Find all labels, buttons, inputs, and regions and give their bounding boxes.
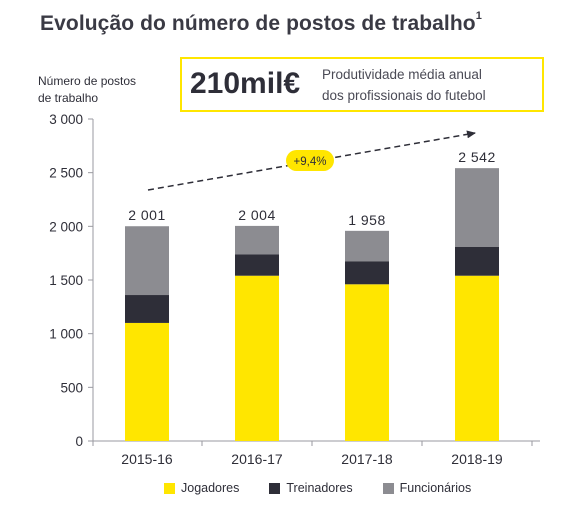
bar-segment-funcionarios bbox=[235, 225, 279, 255]
legend-item: Funcionários bbox=[382, 481, 472, 495]
chart-legend: Jogadores Treinadores Funcionários bbox=[164, 479, 501, 497]
bar-segment-jogadores bbox=[455, 275, 499, 441]
bar-segment-jogadores bbox=[125, 322, 169, 441]
legend-swatch bbox=[269, 482, 281, 494]
title-footnote: 1 bbox=[475, 10, 482, 22]
y-tick-label: 1 000 bbox=[49, 327, 83, 342]
y-axis-label-line2: de trabalho bbox=[38, 91, 99, 105]
trend-badge bbox=[286, 150, 334, 171]
productivity-kpi-box: 210mil€ Produtividade média anual dos pr… bbox=[180, 57, 544, 112]
legend-swatch bbox=[164, 482, 175, 494]
trend-annotation: +9,4% bbox=[294, 156, 327, 168]
x-tick-label: 2015-16 bbox=[121, 451, 173, 467]
y-tick-label: 1 500 bbox=[49, 273, 83, 288]
productivity-description: Produtividade média anual dos profission… bbox=[322, 64, 486, 106]
productivity-value: 210mil€ bbox=[190, 67, 301, 100]
y-axis-label: Número de postos de trabalho bbox=[38, 73, 136, 107]
legend-item: Treinadores bbox=[269, 481, 353, 495]
bar-total-label: 2 542 bbox=[458, 149, 496, 165]
bar-segment-funcionarios bbox=[125, 226, 169, 296]
bar-segment-treinadores bbox=[345, 261, 389, 285]
bar-total-label: 2 004 bbox=[238, 207, 276, 223]
bar-segment-jogadores bbox=[345, 284, 389, 441]
y-tick-label: 3 000 bbox=[49, 112, 83, 127]
y-tick-label: 2 500 bbox=[49, 166, 83, 181]
y-axis-label-line1: Número de postos bbox=[38, 74, 137, 88]
y-tick-label: 0 bbox=[75, 434, 83, 449]
legend-item: Jogadores bbox=[164, 481, 239, 495]
x-tick-label: 2017-18 bbox=[341, 451, 393, 467]
bar-total-label: 1 958 bbox=[348, 212, 386, 228]
bar-segment-funcionarios bbox=[455, 168, 499, 247]
legend-label: Funcionários bbox=[399, 481, 472, 495]
x-tick-label: 2016-17 bbox=[231, 451, 283, 467]
legend-label: Jogadores bbox=[181, 481, 240, 495]
bar-segment-jogadores bbox=[235, 275, 279, 441]
x-tick-label: 2018-19 bbox=[451, 451, 503, 467]
productivity-description-line2: dos profissionais do futebol bbox=[322, 88, 486, 103]
bar-segment-treinadores bbox=[125, 295, 169, 323]
legend-swatch bbox=[382, 482, 394, 494]
y-tick-label: 2 000 bbox=[49, 219, 83, 234]
bar-segment-treinadores bbox=[235, 254, 279, 276]
bar-segment-funcionarios bbox=[345, 230, 389, 262]
y-tick-label: 500 bbox=[60, 380, 83, 395]
chart-title: Evolução do número de postos de trabalho… bbox=[40, 10, 482, 35]
bar-total-label: 2 001 bbox=[128, 207, 166, 223]
legend-label: Treinadores bbox=[286, 481, 353, 495]
productivity-description-line1: Produtividade média anual bbox=[322, 67, 482, 82]
bar-segment-treinadores bbox=[455, 246, 499, 276]
